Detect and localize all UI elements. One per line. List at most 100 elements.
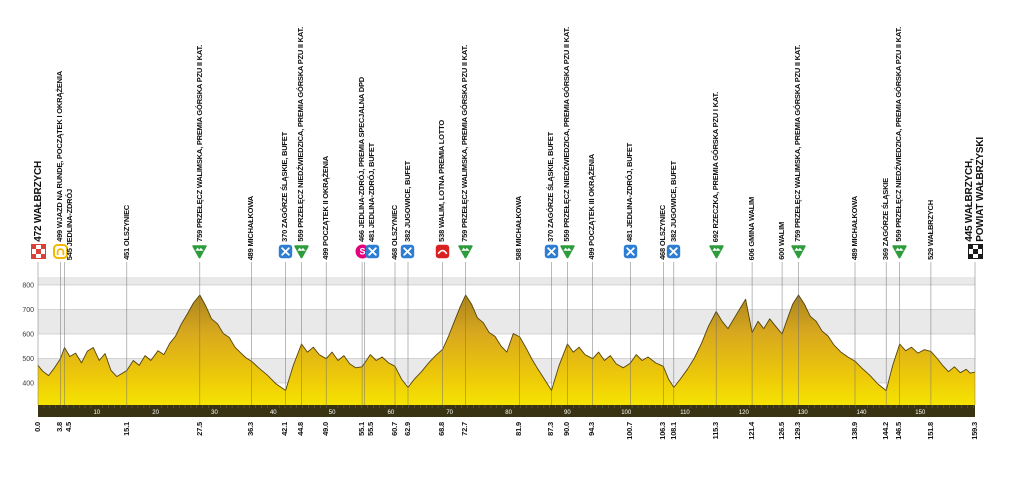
lotto-icon xyxy=(435,244,450,259)
km-label: 15.1 xyxy=(121,422,131,436)
svg-text:400: 400 xyxy=(22,380,34,387)
marker-label: 472 WAŁBRZYCH xyxy=(32,161,44,242)
climb-icon xyxy=(791,244,806,259)
marker-label: 559 PRZEŁĘCZ NIEDŹWIEDZICA, PREMIA GÓRSK… xyxy=(894,27,904,242)
km-label: 42.1 xyxy=(280,422,290,436)
marker-label: 559 PRZEŁĘCZ NIEDŹWIEDZICA, PREMIA GÓRSK… xyxy=(296,27,306,242)
km-label: 146.5 xyxy=(894,422,904,440)
marker-label: 600 WALIM xyxy=(776,222,786,260)
marker-label: 445 WAŁBRZYCH, POWIAT WAŁBRZYSKI xyxy=(964,137,986,242)
elevation-area xyxy=(38,295,975,417)
km-scale-tick: 110 xyxy=(680,410,690,416)
climb-icon xyxy=(294,244,309,259)
marker-label: 529 WAŁBRZYCH xyxy=(925,200,935,260)
km-scale-tick: 30 xyxy=(211,410,218,416)
km-label: 49.0 xyxy=(320,422,330,436)
marker-label: 538 WALIM, LOTNA PREMIA LOTTO xyxy=(437,120,447,242)
km-label: 94.3 xyxy=(587,422,597,436)
km-label: 72.7 xyxy=(460,422,470,436)
marker-label: 759 PRZEŁĘCZ WALIMSKA, PREMIA GÓRSKA PZU… xyxy=(793,45,803,242)
marker-lines xyxy=(37,262,976,405)
km-scale-tick: 130 xyxy=(798,410,809,416)
km-scale-tick: 80 xyxy=(505,410,512,416)
climb-icon xyxy=(708,244,724,259)
marker-label: 499 WJAZD NA RUNDĘ, POCZĄTEK I OKRĄŻENIA xyxy=(55,71,65,242)
climb-icon xyxy=(892,244,907,259)
km-label: 0.0 xyxy=(32,422,42,432)
km-label: 55.5 xyxy=(366,422,376,436)
marker-label: 382 JUGOWICE, BUFET xyxy=(668,161,678,242)
marker-label: 466 JEDLINA-ZDRÓJ, PREMIA SPECJALNA DPD xyxy=(356,76,366,242)
km-scale-tick: 90 xyxy=(564,410,571,416)
km-label: 100.7 xyxy=(625,422,635,440)
marker-label: 759 PRZEŁĘCZ WALIMSKA, PREMIA GÓRSKA PZU… xyxy=(194,45,204,242)
km-scale-tick: 60 xyxy=(388,410,395,416)
marker-label: 545 JEDLINA-ZDRÓJ xyxy=(65,188,75,260)
lap-loop-icon xyxy=(52,244,68,259)
km-label: 151.8 xyxy=(925,422,935,440)
marker-label: 759 PRZEŁĘCZ WALIMSKA, PREMIA GÓRSKA PZU… xyxy=(460,45,470,242)
marker-label: 481 JEDLINA-ZDRÓJ, BUFET xyxy=(625,143,635,242)
km-label: 4.5 xyxy=(64,422,74,432)
km-label: 129.3 xyxy=(793,422,803,440)
km-label: 60.7 xyxy=(389,422,399,436)
marker-label: 588 MICHAŁKOWA xyxy=(514,195,524,260)
km-scale-tick: 20 xyxy=(152,410,159,416)
svg-text:700: 700 xyxy=(22,307,34,314)
km-scale-tick: 100 xyxy=(621,410,632,416)
climb-icon xyxy=(458,244,473,259)
km-label: 106.3 xyxy=(658,422,667,440)
km-label: 126.5 xyxy=(776,422,786,440)
km-scale-tick: 120 xyxy=(739,410,750,416)
marker-label: 369 ZAGÓRZE ŚLĄSKIE xyxy=(880,177,890,260)
km-scale-tick: 50 xyxy=(329,410,336,416)
km-label: 108.1 xyxy=(668,422,678,440)
km-label: 27.5 xyxy=(194,422,204,436)
km-label: 81.9 xyxy=(514,422,524,436)
marker-label: 499 POCZĄTEK II OKRĄŻENIA xyxy=(320,156,330,260)
marker-label: 499 POCZĄTEK III OKRĄŻENIA xyxy=(587,154,597,260)
marker-label: 606 GMINA WALIM xyxy=(746,196,756,260)
km-label: 115.3 xyxy=(710,422,720,440)
svg-text:600: 600 xyxy=(22,331,34,338)
buffet-icon xyxy=(400,244,415,259)
climb-icon xyxy=(560,244,575,259)
svg-text:800: 800 xyxy=(22,282,34,289)
km-label: 68.8 xyxy=(437,422,447,436)
km-scale-tick: 70 xyxy=(446,410,453,416)
marker-label: 489 MICHAŁKOWA xyxy=(246,195,256,260)
start-flag-icon xyxy=(30,244,46,259)
km-label: 44.8 xyxy=(296,422,306,436)
buffet-icon xyxy=(544,244,559,259)
buffet-icon xyxy=(666,244,681,259)
svg-text:500: 500 xyxy=(22,356,34,363)
km-scale-tick: 140 xyxy=(856,410,867,416)
finish-flag-icon xyxy=(967,244,983,259)
y-axis-labels: 800 700 600 500 400 xyxy=(22,282,34,387)
marker-label: 468 OLSZYNIEC xyxy=(389,205,399,260)
marker-label: 451 OLSZYNIEC xyxy=(121,205,131,260)
marker-label: 559 PRZEŁĘCZ NIEDŹWIEDZICA, PREMIA GÓRSK… xyxy=(562,27,572,242)
km-scale-tick: 10 xyxy=(93,410,100,416)
km-label: 87.3 xyxy=(546,422,556,436)
elevation-line xyxy=(37,294,976,392)
km-scale-tick: 40 xyxy=(270,410,277,416)
km-label: 90.0 xyxy=(562,422,572,436)
buffet-icon xyxy=(278,244,293,259)
buffet-icon xyxy=(623,244,638,259)
buffet-icon xyxy=(365,244,380,259)
marker-label: 370 ZAGÓRZE ŚLĄSKIE, BUFET xyxy=(546,132,556,242)
km-label: 62.9 xyxy=(402,422,412,436)
marker-label: 481 JEDLINA-ZDRÓJ, BUFET xyxy=(366,143,376,242)
km-label: 36.3 xyxy=(246,422,256,436)
climb-icon xyxy=(192,244,207,259)
marker-label: 370 ZAGÓRZE ŚLĄSKIE, BUFET xyxy=(280,132,290,242)
marker-label: 692 RZECZKA, PREMIA GÓRSKA PZU I KAT. xyxy=(710,91,720,242)
km-label: 121.4 xyxy=(746,422,756,440)
km-scale-tick: 150 xyxy=(915,410,926,416)
svg-text:S: S xyxy=(359,247,365,257)
km-scale-bar: 10 20 30 40 50 60 70 80 90 100 110 120 130 140 150 xyxy=(38,405,975,417)
